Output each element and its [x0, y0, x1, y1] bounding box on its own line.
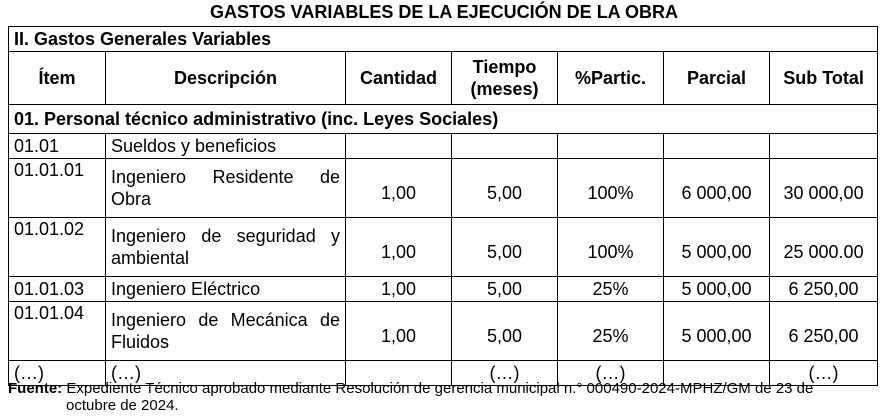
cell-cantidad: 1,00 [345, 158, 452, 218]
cell-parcial [663, 133, 770, 159]
expenses-table: II. Gastos Generales Variables Ítem Desc… [7, 26, 879, 386]
cell-particip: 25% [557, 301, 664, 361]
cell-tiempo: 5,00 [451, 276, 558, 302]
header-cantidad: Cantidad [345, 51, 452, 105]
cell-particip: 100% [557, 217, 664, 277]
cell-tiempo: (…) [451, 360, 558, 386]
cell-subtotal [768, 133, 879, 159]
cell-descripcion: Ingeniero de Mecánica de Fluidos [105, 301, 346, 361]
cell-parcial: 5 000,00 [663, 276, 770, 302]
source-text-continued: octubre de 2024. [66, 397, 179, 414]
cell-subtotal: 25 000.00 [768, 217, 879, 277]
cell-tiempo [451, 133, 558, 159]
source-text: Expediente Técnico aprobado mediante Res… [66, 380, 814, 397]
cell-parcial: 5 000,00 [663, 301, 770, 361]
cell-tiempo: 5,00 [451, 301, 558, 361]
cell-descripcion: Sueldos y beneficios [105, 133, 346, 159]
group-title: 01. Personal técnico administrativo (inc… [7, 104, 879, 134]
cell-descripcion: Ingeniero de seguridad y ambiental [105, 217, 346, 277]
header-item: Ítem [8, 51, 106, 105]
cell-subtotal: 6 250,00 [768, 276, 879, 302]
cell-cantidad [345, 133, 452, 159]
cell-tiempo: 5,00 [451, 158, 558, 218]
group-header-row: 01. Personal técnico administrativo (inc… [7, 104, 879, 134]
page-title: GASTOS VARIABLES DE LA EJECUCIÓN DE LA O… [209, 2, 679, 22]
cell-item: 01.01.02 [8, 217, 106, 277]
cell-item: 01.01 [8, 133, 106, 159]
cell-subtotal: 30 000,00 [768, 158, 879, 218]
cell-cantidad: 1,00 [345, 217, 452, 277]
header-tiempo: Tiempo (meses) [451, 51, 558, 105]
cell-particip [557, 133, 664, 159]
cell-tiempo: 5,00 [451, 217, 558, 277]
cell-item: 01.01.04 [8, 301, 106, 361]
table-row: 01.01.04 Ingeniero de Mecánica de Fluido… [8, 301, 879, 361]
section-title: II. Gastos Generales Variables [7, 26, 879, 52]
header-subtotal: Sub Total [768, 51, 879, 105]
source-label: Fuente: [8, 380, 63, 397]
header-descripcion: Descripción [105, 51, 346, 105]
table-row-ellipsis: (…) (…) (…) (…) (…) [8, 360, 879, 386]
cell-item: (…) [8, 360, 106, 386]
cell-parcial: 5 000,00 [663, 217, 770, 277]
header-particip: %Partic. [557, 51, 664, 105]
cell-item: 01.01.01 [8, 158, 106, 218]
table-row: 01.01 Sueldos y beneficios [8, 133, 879, 159]
cell-descripcion: Ingeniero Residente de Obra [105, 158, 346, 218]
section-header-row: II. Gastos Generales Variables [7, 26, 879, 52]
table-row: 01.01.03 Ingeniero Eléctrico 1,00 5,00 2… [8, 276, 879, 302]
cell-subtotal: (…) [768, 360, 879, 386]
table-row: 01.01.02 Ingeniero de seguridad y ambien… [8, 217, 879, 277]
cell-descripcion: Ingeniero Eléctrico [105, 276, 346, 302]
table-row: 01.01.01 Ingeniero Residente de Obra 1,0… [8, 158, 879, 218]
cell-subtotal: 6 250,00 [768, 301, 879, 361]
cell-particip: 100% [557, 158, 664, 218]
cell-cantidad: 1,00 [345, 276, 452, 302]
source-note: Fuente: Expediente Técnico aprobado medi… [8, 380, 860, 414]
cell-particip: 25% [557, 276, 664, 302]
header-parcial: Parcial [663, 51, 770, 105]
cell-cantidad: 1,00 [345, 301, 452, 361]
cell-item: 01.01.03 [8, 276, 106, 302]
cell-descripcion: (…) [105, 360, 346, 386]
column-header-row: Ítem Descripción Cantidad Tiempo (meses)… [8, 51, 879, 105]
cell-parcial: 6 000,00 [663, 158, 770, 218]
